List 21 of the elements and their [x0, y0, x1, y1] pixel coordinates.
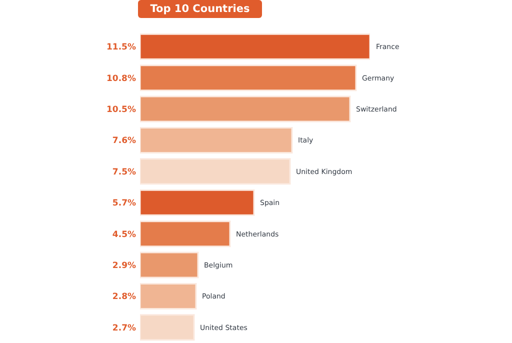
- bar: [140, 282, 197, 310]
- bar: [140, 220, 231, 248]
- data-label: 10.8%: [106, 74, 136, 84]
- data-label: 11.5%: [106, 42, 136, 53]
- bar: [140, 126, 293, 154]
- data-label: 2.9%: [112, 260, 136, 271]
- data-label: 7.6%: [112, 136, 136, 146]
- chart-title: Top 10 Countries: [138, 0, 262, 18]
- data-label: 2.7%: [112, 323, 136, 334]
- bar: [140, 33, 370, 60]
- data-label: 10.5%: [106, 104, 136, 115]
- bar: [140, 314, 195, 341]
- bar: [140, 158, 291, 185]
- data-label: 7.5%: [112, 167, 136, 178]
- data-label: 5.7%: [112, 198, 136, 209]
- data-label: 4.5%: [112, 230, 136, 240]
- data-label: 2.8%: [112, 292, 136, 302]
- bar: [140, 252, 199, 278]
- bar: [140, 96, 351, 122]
- bar: [140, 189, 255, 216]
- bar: [140, 64, 357, 92]
